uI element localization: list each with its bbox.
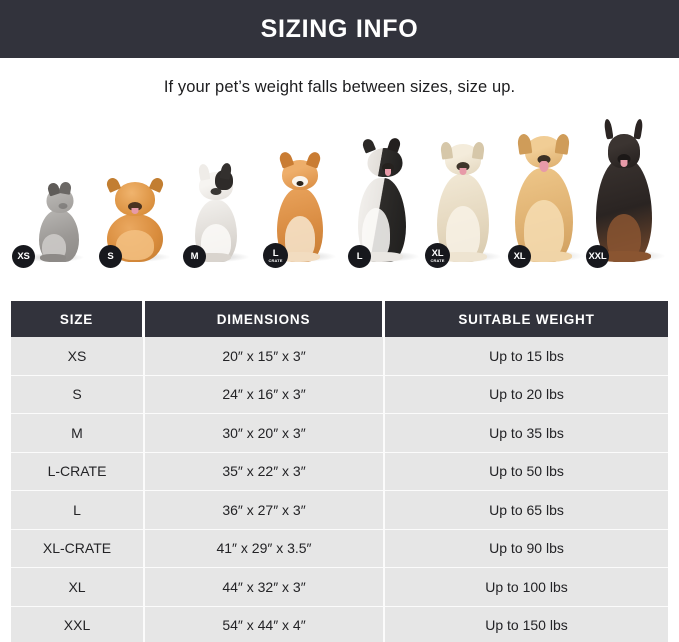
cell-weight: Up to 35 lbs	[489, 424, 564, 441]
table-row: L 36″ x 27″ x 3″ Up to 65 lbs	[11, 491, 668, 530]
lineup-item-l-crate: L CRATE	[252, 150, 348, 268]
cell-weight: Up to 150 lbs	[485, 617, 568, 634]
table-row: XXL 54″ x 44″ x 4″ Up to 150 lbs	[11, 606, 668, 642]
lineup-item-s: S	[88, 176, 182, 268]
table-header-row: SIZE DIMENSIONS SUITABLE WEIGHT	[11, 301, 668, 337]
pet-size-lineup: XS S	[0, 118, 679, 268]
cell-dimensions: 36″ x 27″ x 3″	[145, 491, 385, 529]
lineup-item-xxl: XXL	[572, 118, 676, 268]
cell-dimensions: 24″ x 16″ x 3″	[145, 375, 385, 413]
table-row: XL 44″ x 32″ x 3″ Up to 100 lbs	[11, 568, 668, 607]
cell-size: XXL	[11, 606, 145, 642]
page-title: SIZING INFO	[260, 14, 419, 43]
pet-silhouette-shiba-inu-l-crate-icon	[262, 150, 338, 262]
cell-weight: Up to 20 lbs	[489, 386, 564, 403]
panel-title-bar: SIZING INFO	[0, 0, 679, 58]
table-row: M 30″ x 20″ x 3″ Up to 35 lbs	[11, 414, 668, 453]
cell-dimensions: 35″ x 22″ x 3″	[145, 452, 385, 490]
size-badge-m: M	[183, 245, 206, 268]
size-badge-l: L	[348, 245, 371, 268]
lineup-item-xl-crate: XL CRATE	[414, 141, 512, 268]
cell-weight: Up to 100 lbs	[485, 578, 568, 595]
size-badge-l-crate: L CRATE	[263, 243, 288, 268]
size-badge-xl-crate: XL CRATE	[425, 243, 450, 268]
size-badge-s: S	[99, 245, 122, 268]
cell-size: L-CRATE	[11, 452, 145, 490]
column-header-suitable-weight: SUITABLE WEIGHT	[458, 311, 595, 327]
lineup-item-xl: XL	[494, 133, 594, 268]
size-badge-xxl: XXL	[586, 245, 609, 268]
lineup-item-m: M	[170, 162, 262, 268]
cell-size: L	[11, 491, 145, 529]
sizing-table: SIZE DIMENSIONS SUITABLE WEIGHT XS 20″ x…	[11, 301, 668, 642]
table-row: S 24″ x 16″ x 3″ Up to 20 lbs	[11, 375, 668, 414]
cell-size: XL-CRATE	[11, 529, 145, 567]
pet-silhouette-border-collie-l-icon	[343, 136, 421, 262]
cell-size: XS	[11, 337, 145, 375]
lineup-item-l: L	[334, 136, 430, 268]
cell-size: M	[11, 414, 145, 452]
cell-dimensions: 54″ x 44″ x 4″	[145, 606, 385, 642]
cell-size: XL	[11, 568, 145, 606]
cell-dimensions: 30″ x 20″ x 3″	[145, 414, 385, 452]
cell-weight: Up to 65 lbs	[489, 501, 564, 518]
table-row: L-CRATE 35″ x 22″ x 3″ Up to 50 lbs	[11, 452, 668, 491]
lineup-item-xs: XS	[8, 181, 98, 268]
cell-size: S	[11, 375, 145, 413]
sizing-note: If your pet’s weight falls between sizes…	[163, 78, 516, 96]
column-header-dimensions: DIMENSIONS	[145, 301, 385, 337]
cell-dimensions: 41″ x 29″ x 3.5″	[145, 529, 385, 567]
cell-weight: Up to 90 lbs	[489, 540, 564, 557]
cell-dimensions: 20″ x 15″ x 3″	[145, 337, 385, 375]
pet-silhouette-french-bulldog-m-icon	[181, 162, 251, 262]
size-badge-xs: XS	[12, 245, 35, 268]
table-row: XL-CRATE 41″ x 29″ x 3.5″ Up to 90 lbs	[11, 529, 668, 568]
cell-weight: Up to 50 lbs	[489, 463, 564, 480]
size-badge-xl: XL	[508, 245, 531, 268]
cell-weight: Up to 15 lbs	[489, 347, 564, 364]
cell-dimensions: 44″ x 32″ x 3″	[145, 568, 385, 606]
pet-silhouette-doberman-xxl-icon	[581, 118, 667, 262]
table-row: XS 20″ x 15″ x 3″ Up to 15 lbs	[11, 337, 668, 376]
pet-silhouette-cat-xs-icon	[18, 181, 88, 262]
column-header-size: SIZE	[11, 301, 145, 337]
